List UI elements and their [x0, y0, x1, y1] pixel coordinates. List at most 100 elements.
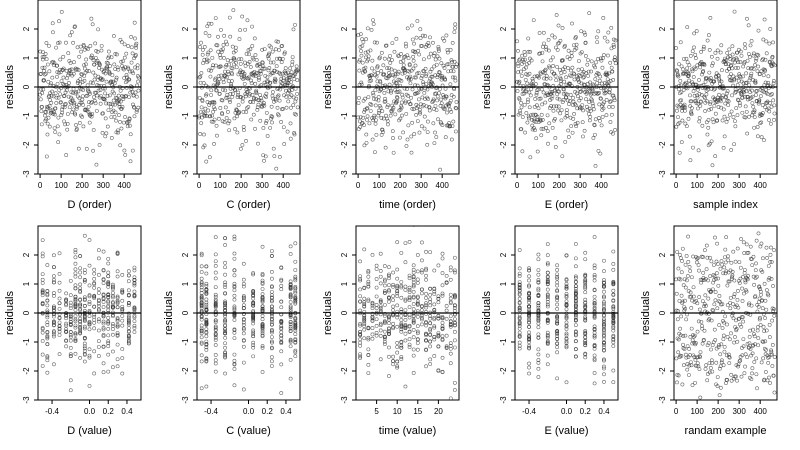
data-point [411, 318, 416, 322]
data-point [382, 56, 387, 61]
data-point [588, 80, 592, 85]
data-point [378, 306, 383, 310]
data-point [279, 60, 284, 65]
data-point [410, 37, 415, 42]
data-point [437, 70, 442, 74]
data-point [374, 333, 379, 338]
x-tick-label: 0.2 [262, 407, 274, 416]
data-point [374, 317, 379, 322]
data-point [573, 290, 578, 295]
data-point [677, 120, 682, 125]
data-point [388, 88, 393, 93]
data-point [527, 330, 531, 335]
data-point [701, 47, 706, 51]
data-point [739, 374, 744, 379]
data-point [519, 127, 524, 132]
data-point [118, 119, 122, 124]
data-point [767, 335, 772, 339]
data-point [766, 74, 771, 79]
data-point [710, 63, 714, 68]
data-point [433, 57, 438, 62]
data-point [199, 323, 204, 328]
data-point [199, 296, 204, 301]
data-point [224, 116, 229, 120]
data-point [87, 353, 92, 358]
data-point [132, 326, 137, 330]
data-point [240, 99, 245, 104]
x-tick-label: 400 [436, 181, 450, 190]
data-point [78, 326, 83, 330]
data-point [87, 322, 92, 327]
data-point [267, 51, 272, 56]
data-point [452, 75, 457, 80]
data-point [52, 329, 56, 334]
data-point [271, 96, 275, 101]
data-point [78, 302, 83, 307]
data-point [279, 283, 284, 288]
data-point [366, 298, 371, 303]
data-point [445, 50, 450, 55]
data-point [730, 273, 735, 278]
data-point [555, 272, 560, 277]
data-point [517, 58, 521, 63]
data-point [366, 371, 371, 375]
data-point [429, 67, 434, 72]
data-point [705, 378, 710, 383]
data-point [448, 322, 453, 327]
data-point [743, 115, 748, 120]
y-tick-label: 1 [181, 55, 190, 60]
data-point [126, 44, 131, 48]
data-point [220, 119, 225, 124]
data-point [374, 303, 379, 307]
data-point [732, 142, 737, 147]
data-point [432, 308, 437, 313]
y-tick-label: 0 [22, 84, 31, 89]
data-point [126, 326, 131, 330]
data-point [605, 39, 610, 44]
data-point [106, 294, 111, 299]
data-point [260, 292, 265, 297]
data-point [600, 114, 605, 119]
data-point [92, 305, 97, 309]
data-point [101, 361, 106, 366]
data-point [213, 301, 218, 306]
x-tick-label: 100 [54, 181, 68, 190]
data-point [750, 371, 754, 376]
data-point [106, 299, 111, 304]
data-point [700, 72, 704, 77]
data-point [199, 317, 204, 322]
data-point [704, 243, 709, 248]
data-point [223, 260, 227, 265]
data-point [241, 284, 246, 289]
data-point [756, 304, 761, 309]
data-point [52, 334, 56, 339]
data-point [602, 323, 606, 328]
data-point [280, 56, 285, 61]
data-point [424, 249, 428, 254]
data-point [742, 251, 747, 255]
data-point [573, 122, 578, 126]
data-point [442, 66, 447, 70]
data-point [203, 106, 208, 111]
data-point [56, 140, 61, 145]
data-point [420, 322, 424, 327]
data-point [213, 369, 218, 374]
data-point [109, 79, 114, 84]
data-point [360, 43, 365, 48]
data-point [204, 283, 209, 288]
data-point [232, 306, 237, 311]
data-point [391, 105, 396, 110]
data-point [84, 57, 89, 62]
data-point [45, 336, 50, 341]
data-point [602, 313, 606, 318]
data-point [282, 142, 287, 146]
data-point [45, 298, 50, 303]
data-point [716, 262, 720, 266]
data-point [753, 80, 758, 85]
data-point [201, 81, 206, 85]
data-point [522, 102, 527, 107]
data-point [101, 292, 106, 297]
data-point [612, 96, 617, 101]
data-point [772, 355, 777, 359]
data-point [259, 98, 264, 103]
